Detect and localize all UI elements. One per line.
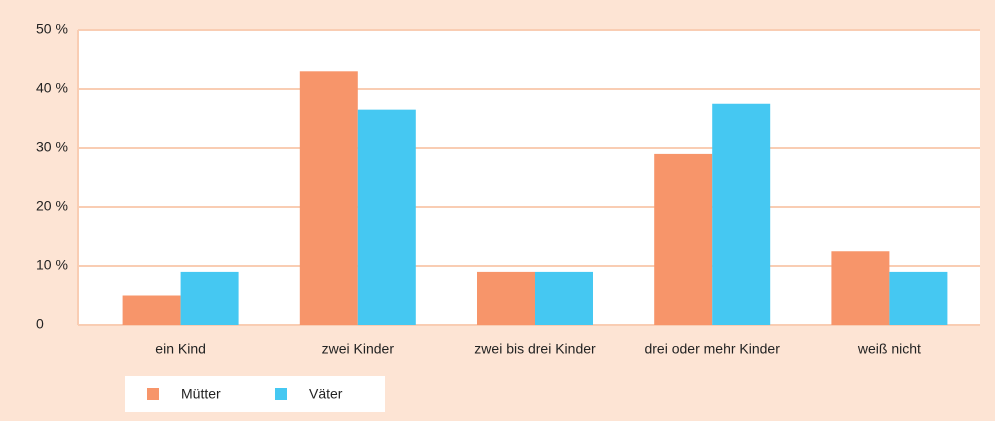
legend <box>125 376 385 412</box>
legend-label: Mütter <box>181 386 221 402</box>
y-tick-label: 50 % <box>36 21 68 37</box>
x-tick-label: weiß nicht <box>857 341 921 357</box>
bar <box>357 109 416 326</box>
legend-swatch <box>147 388 159 400</box>
y-tick-label: 30 % <box>36 139 68 155</box>
bar <box>535 271 593 325</box>
bar <box>831 251 890 325</box>
y-tick-label: 0 <box>36 316 44 332</box>
bar <box>299 71 358 325</box>
bar <box>122 295 181 325</box>
y-tick-label: 10 % <box>36 257 68 273</box>
x-tick-label: ein Kind <box>155 341 206 357</box>
bar <box>712 103 771 325</box>
y-tick-label: 40 % <box>36 80 68 96</box>
x-tick-label: drei oder mehr Kinder <box>644 341 780 357</box>
legend-swatch <box>275 388 287 400</box>
bar <box>180 271 239 325</box>
x-tick-label: zwei Kinder <box>322 341 395 357</box>
y-tick-label: 20 % <box>36 198 68 214</box>
bar <box>654 153 713 325</box>
bar <box>477 271 535 325</box>
bar <box>889 271 948 325</box>
x-tick-label: zwei bis drei Kinder <box>474 341 596 357</box>
legend-label: Väter <box>309 386 343 402</box>
